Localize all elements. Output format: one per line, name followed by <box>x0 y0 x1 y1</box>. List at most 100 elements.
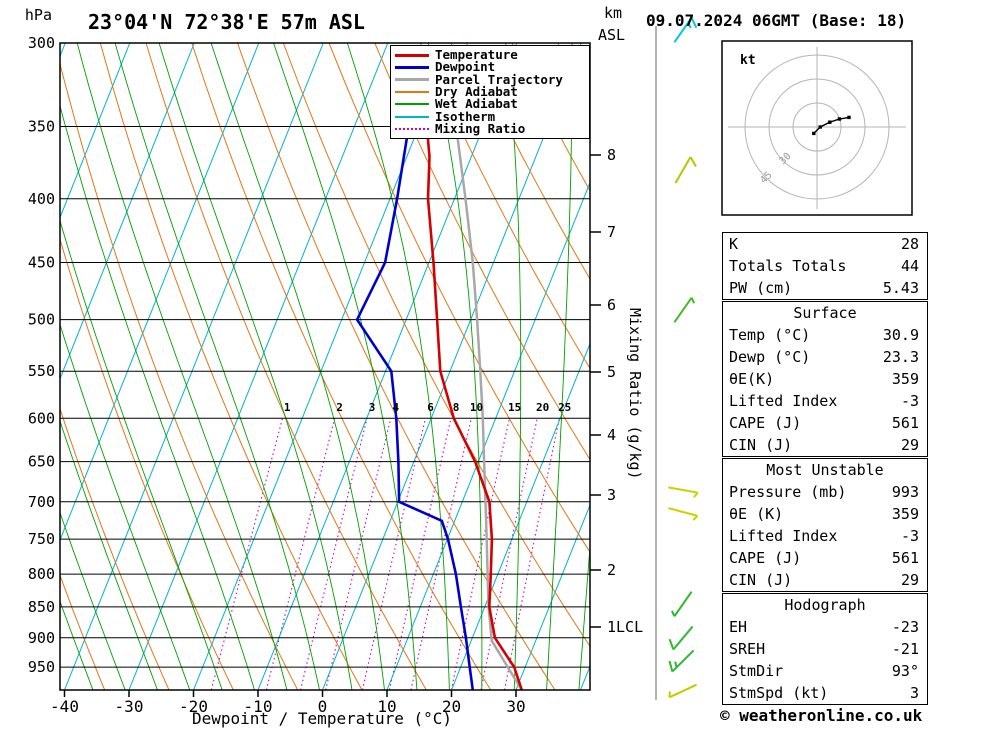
pressure-tick-label: 600 <box>28 409 55 427</box>
temp-tick-label: 20 <box>442 697 461 716</box>
stat-label: Dewp (°C) <box>729 348 811 366</box>
stat-value: 23.3 <box>882 348 919 366</box>
stat-label: CIN (J) <box>729 436 793 454</box>
skewt-background-grid <box>60 43 590 690</box>
stat-row: Dewp (°C) 23.3 <box>723 346 927 368</box>
wind-barb <box>668 625 694 651</box>
wind-barb <box>673 17 698 43</box>
mixing-ratio-line-label: 1 <box>284 401 291 414</box>
parcel-trajectory-curve <box>455 133 523 690</box>
legend-row: Wet Adiabat <box>395 98 587 110</box>
mixing-ratio-line-label: 10 <box>470 401 483 414</box>
legend-row: Dewpoint <box>395 61 587 73</box>
stat-label: EH <box>729 618 748 636</box>
mixing-ratio-line-label: 6 <box>427 401 434 414</box>
legend-line-swatch <box>395 53 429 57</box>
stat-value: 359 <box>891 505 919 523</box>
pressure-gridlines <box>60 42 590 668</box>
stat-label: CAPE (J) <box>729 549 802 567</box>
pressure-tick-label: 950 <box>28 658 55 676</box>
stat-label: SREH <box>729 640 766 658</box>
legend-row: Isotherm <box>395 110 587 123</box>
stat-value: 93° <box>891 662 919 680</box>
stat-value: 3 <box>909 684 919 702</box>
stat-label: StmSpd (kt) <box>729 684 829 702</box>
wind-barb <box>668 683 698 699</box>
location-title: 23°04'N 72°38'E 57m ASL <box>88 10 365 34</box>
temp-tick-label: 0 <box>318 697 328 716</box>
stat-row: StmSpd (kt) 3 <box>723 682 927 704</box>
stat-label: CIN (J) <box>729 571 793 589</box>
stat-row: θE (K) 359 <box>723 503 927 525</box>
dewpoint-curve <box>355 133 475 690</box>
axis-tick-labels: 1 2 3 4 6 8 10 15 20 2530035040045050055060065070… <box>28 34 643 716</box>
legend-line-swatch <box>395 115 429 118</box>
pressure-tick-label: 350 <box>28 118 55 136</box>
pressure-tick-label: 700 <box>28 493 55 511</box>
stat-row: CAPE (J) 561 <box>723 547 927 569</box>
pressure-tick-label: 800 <box>28 565 55 583</box>
stat-row: K 28 <box>723 233 927 255</box>
sounding-curves <box>355 133 524 690</box>
pressure-tick-label: 900 <box>28 629 55 647</box>
temp-tick-label: -20 <box>179 697 208 716</box>
mixing-ratio-line-label: 25 <box>558 401 571 414</box>
hodograph-trace <box>812 115 851 136</box>
hodograph-unit-label: kt <box>740 53 756 68</box>
stat-value: 44 <box>900 257 919 275</box>
legend-label: Mixing Ratio <box>435 120 526 136</box>
stat-row: θE(K) 359 <box>723 368 927 390</box>
stat-value: 30.9 <box>882 326 919 344</box>
stat-row: StmDir 93° <box>723 660 927 682</box>
legend-row: Temperature <box>395 47 587 62</box>
km-axis-label: km <box>604 4 622 22</box>
stat-row: SREH -21 <box>723 638 927 660</box>
wind-barb <box>674 156 697 184</box>
stat-value: 29 <box>900 436 919 454</box>
stat-value: 561 <box>891 549 919 567</box>
stat-label: θE (K) <box>729 505 784 523</box>
temp-tick-label: 10 <box>377 697 396 716</box>
stat-label: CAPE (J) <box>729 414 802 432</box>
stat-value: 359 <box>891 370 919 388</box>
mixing-ratio-line-label: 15 <box>508 401 521 414</box>
stat-label: Lifted Index <box>729 392 838 410</box>
stat-label: Temp (°C) <box>729 326 811 344</box>
surface-table: Surface Temp (°C) 30.9 Dewp (°C) 23.3 θE(K) 35… <box>722 301 928 457</box>
asl-axis-label: ASL <box>598 26 625 44</box>
stat-value: -23 <box>891 618 919 636</box>
legend-label: Dry Adiabat <box>435 83 518 99</box>
km-tick-label: 1LCL <box>607 618 643 636</box>
legend-row: Dry Adiabat <box>395 83 587 99</box>
stat-value: -3 <box>900 527 919 545</box>
stat-value: 993 <box>891 483 919 501</box>
legend-label: Parcel Trajectory <box>435 71 563 87</box>
km-tick-label: 7 <box>607 223 616 241</box>
temp-tick-label: -10 <box>244 697 273 716</box>
wind-barb <box>668 507 699 521</box>
stat-row: Totals Totals 44 <box>723 255 927 277</box>
stat-label: StmDir <box>729 662 784 680</box>
pressure-tick-label: 450 <box>28 254 55 272</box>
legend-line-swatch <box>395 103 429 106</box>
km-tick-label: 5 <box>607 363 616 381</box>
legend-line-swatch <box>395 65 429 69</box>
legend-label: Wet Adiabat <box>435 96 518 112</box>
pressure-tick-label: 550 <box>28 362 55 380</box>
stat-row: EH -23 <box>723 616 927 638</box>
stat-row: CAPE (J) 561 <box>723 412 927 434</box>
km-tick-label: 4 <box>607 426 616 444</box>
section-title: Surface <box>793 304 857 322</box>
stat-label: θE(K) <box>729 370 775 388</box>
wind-barb <box>668 649 695 673</box>
x-axis-title: Dewpoint / Temperature (°C) <box>192 709 452 728</box>
legend-line-swatch <box>395 127 429 130</box>
indices-table: K 28 Totals Totals 44 PW (cm) 5.43 <box>722 232 928 300</box>
mixing-ratio-line-label: 8 <box>453 401 460 414</box>
stat-row: Lifted Index -3 <box>723 525 927 547</box>
stat-label: Totals Totals <box>729 257 847 275</box>
legend-label: Temperature <box>435 47 518 62</box>
datetime-title: 09.07.2024 06GMT (Base: 18) <box>646 11 907 30</box>
